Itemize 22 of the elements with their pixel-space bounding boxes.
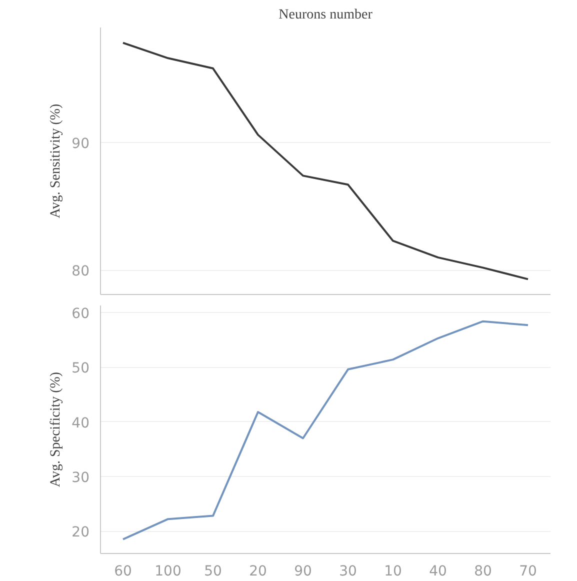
x-tick-label: 20 <box>249 564 267 580</box>
x-tick-label: 100 <box>154 564 182 580</box>
y-axis-title: Avg. Specificity (%) <box>48 372 64 488</box>
y-tick-label: 50 <box>72 360 90 377</box>
y-tick-label: 30 <box>72 470 90 486</box>
line-series <box>122 320 529 540</box>
x-tick-label: 50 <box>204 564 222 580</box>
x-tick-label: 40 <box>429 564 447 580</box>
x-tick-label: 60 <box>114 564 132 580</box>
y-tick-label: 80 <box>72 264 90 280</box>
x-tick-label: 90 <box>294 564 312 580</box>
x-tick-label: 70 <box>519 564 537 580</box>
line-series <box>122 42 529 280</box>
y-tick-label: 90 <box>72 136 90 152</box>
y-tick-label: 20 <box>72 524 90 541</box>
x-tick-label: 10 <box>384 564 402 580</box>
chart-title: Neurons number <box>278 8 373 22</box>
y-tick-label: 40 <box>72 415 90 432</box>
x-tick-label: 80 <box>474 564 492 580</box>
x-tick-label: 30 <box>339 564 357 580</box>
y-axis-title: Avg. Sensitivity (%) <box>48 103 64 218</box>
y-tick-label: 60 <box>72 306 90 322</box>
